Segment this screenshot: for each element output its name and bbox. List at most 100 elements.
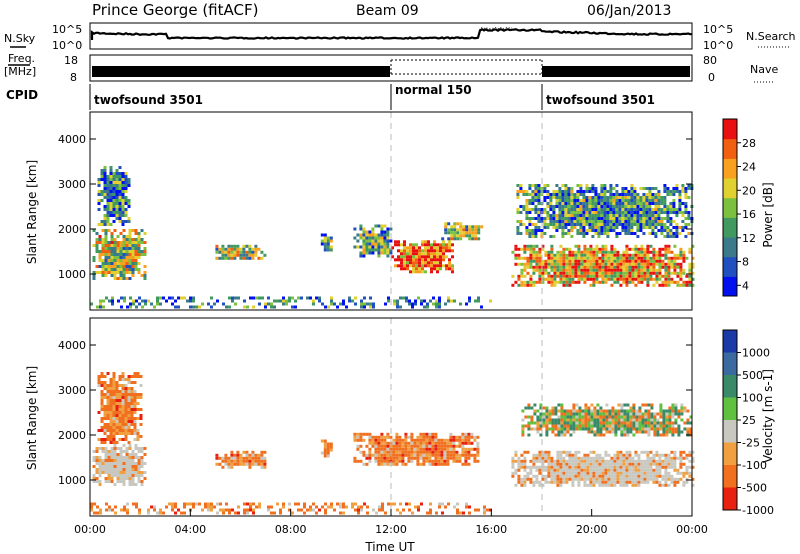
cell [691,450,695,454]
cell [678,190,682,193]
colorbar-swatch [723,138,737,159]
cell [607,471,611,475]
cell [671,430,675,434]
cell [554,427,558,431]
cell [520,480,524,484]
cell [137,256,141,259]
cell [113,268,117,271]
cell [374,242,378,246]
cell [586,471,590,475]
cell [664,265,668,269]
cell [324,508,327,512]
cell [667,259,671,263]
cell [632,433,636,437]
cell [664,468,668,472]
cell [601,462,605,466]
cell [526,244,530,248]
cell [442,264,445,268]
cell [449,435,453,439]
cell [597,211,601,214]
cell [118,438,122,441]
cell [132,302,135,306]
cell [99,508,102,512]
cell [114,505,117,509]
cell [531,232,535,235]
cell [598,250,602,254]
cell [464,432,468,436]
cell [614,415,618,419]
cell [619,271,623,275]
cell [560,421,564,425]
cell [632,409,636,413]
cell [409,243,412,247]
cell [419,450,423,454]
cell [634,462,638,466]
cell [424,264,427,268]
cell [539,433,543,437]
cell [542,415,546,419]
cell [603,208,607,211]
cell [662,421,666,425]
cell [529,250,533,254]
cell [661,465,665,469]
cell [139,375,143,378]
power-region-3 [320,233,333,252]
cell [556,456,560,460]
cell [570,217,574,220]
cell [428,456,432,460]
cell [589,259,593,263]
cell [680,409,684,413]
cell [544,459,548,463]
cell [675,211,679,214]
cell [476,447,480,451]
cell [538,471,542,475]
cell [607,265,611,269]
cell [684,190,688,193]
cell [110,265,114,268]
cell [127,202,131,205]
cell [461,450,465,454]
cell [215,244,219,248]
cell [674,418,678,422]
cell [572,430,576,434]
cell [392,438,396,442]
cell [532,256,536,260]
cell [597,223,601,226]
cell [523,459,527,463]
cell [439,261,442,265]
cell [448,267,451,271]
cell [666,226,670,229]
cell [625,280,629,284]
cell [121,181,125,184]
cell [477,225,481,229]
cell [137,480,141,483]
cell [558,190,562,193]
cell [661,453,665,457]
cell [120,508,123,512]
cell [128,277,132,280]
cell [642,193,646,196]
cell [636,217,640,220]
cell [592,462,596,466]
cell [137,471,141,474]
cell [627,193,631,196]
cell [109,435,113,438]
cell [447,299,450,303]
cell [658,253,662,257]
cell [610,462,614,466]
cell [398,453,402,457]
cell [523,474,527,478]
cell [140,483,144,486]
cell [356,239,360,243]
cell [468,228,472,232]
cell [538,265,542,269]
cell [387,502,390,506]
cell [348,299,351,303]
cell [601,247,605,251]
cell [682,271,686,275]
cell [546,217,550,220]
cell [622,465,626,469]
cell [374,435,378,439]
cell [642,208,646,211]
cell [538,465,542,469]
